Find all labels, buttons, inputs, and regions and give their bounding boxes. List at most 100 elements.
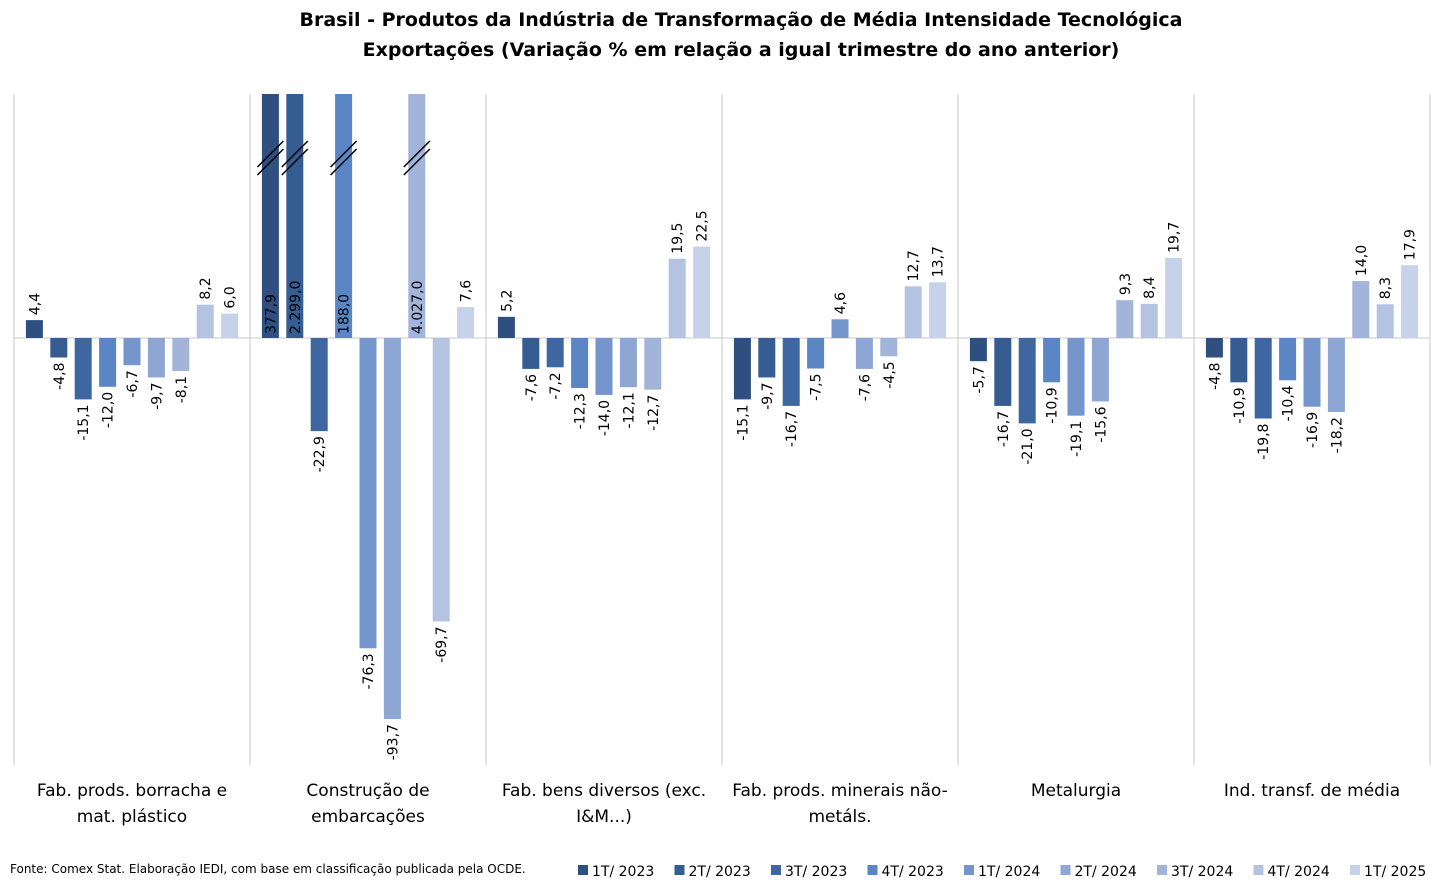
bar (50, 338, 68, 358)
data-label: -10,9 (1045, 387, 1061, 423)
data-label: 17,9 (1403, 229, 1419, 260)
bar (457, 307, 475, 338)
data-label: -22,9 (312, 436, 328, 472)
bar (929, 282, 947, 338)
bar (335, 94, 353, 338)
legend-swatch (1350, 865, 1360, 875)
bar (286, 94, 304, 338)
data-label: -6,7 (125, 370, 141, 397)
data-label: -7,5 (809, 374, 825, 401)
legend-label: 1T/ 2025 (1364, 864, 1426, 880)
data-label: 4,6 (833, 292, 849, 314)
bar (1018, 338, 1036, 424)
bar (1230, 338, 1248, 383)
legend-swatch (771, 865, 781, 875)
data-label: -9,7 (149, 382, 165, 409)
data-label: -19,1 (1069, 421, 1085, 457)
data-label: -21,0 (1020, 428, 1036, 464)
data-label: -15,1 (735, 404, 751, 440)
data-label: -18,2 (1329, 417, 1345, 453)
data-label: 12,7 (906, 250, 922, 281)
data-label: 6,0 (223, 286, 239, 308)
bar (758, 338, 776, 378)
bar (1116, 300, 1134, 338)
bar (807, 338, 825, 369)
data-label: -16,7 (996, 411, 1012, 447)
axis-break (330, 140, 358, 168)
data-label: -7,2 (548, 372, 564, 399)
legend-swatch (867, 865, 878, 875)
data-label: 13,7 (931, 246, 947, 277)
legend-swatch (1157, 865, 1167, 875)
legend-swatch (1060, 865, 1071, 875)
bar (994, 338, 1012, 406)
data-label: 19,7 (1167, 222, 1183, 253)
bar (1279, 338, 1297, 381)
bar (123, 338, 141, 366)
data-label: 8,2 (198, 277, 214, 299)
axis-break (256, 140, 284, 168)
data-label: -93,7 (385, 724, 401, 760)
bar (172, 338, 190, 371)
data-label: 8,4 (1142, 276, 1158, 298)
chart-title: Brasil - Produtos da Indústria de Transf… (299, 9, 1183, 31)
bar (668, 258, 686, 338)
bar (1165, 257, 1183, 338)
data-label: -15,1 (76, 404, 92, 440)
data-label: 4,4 (27, 293, 43, 315)
bar (1303, 338, 1321, 407)
axis-break (403, 140, 431, 168)
bar (432, 338, 450, 622)
legend-label: 2T/ 2023 (689, 864, 751, 880)
data-label: -4,8 (52, 363, 68, 390)
chart-subtitle: Exportações (Variação % em relação a igu… (362, 39, 1120, 61)
bar (880, 338, 898, 357)
data-label: -4,5 (882, 361, 898, 388)
data-label: -14,0 (597, 400, 613, 436)
legend-label: 1T/ 2023 (592, 864, 654, 880)
data-label: -7,6 (857, 374, 873, 401)
bar (644, 338, 662, 390)
data-label: 2.299,0 (288, 281, 304, 334)
bar (1254, 338, 1272, 419)
data-label: -15,6 (1093, 406, 1109, 442)
bar (733, 338, 751, 400)
axis-break (256, 148, 284, 176)
source-note: Fonte: Comex Stat. Elaboração IEDI, com … (10, 862, 526, 876)
data-label: -10,9 (1232, 387, 1248, 423)
legend-label: 3T/ 2023 (785, 864, 847, 880)
bar (408, 94, 426, 338)
bar (1043, 338, 1061, 383)
x-tick-label: Fab. prods. minerais não-metáls. (732, 781, 948, 827)
data-label: -12,0 (101, 392, 117, 428)
bar (969, 338, 987, 362)
data-label: -16,7 (784, 411, 800, 447)
x-tick-label: Ind. transf. de média (1223, 781, 1401, 801)
bar (1327, 338, 1345, 413)
bar (831, 319, 849, 338)
data-label: 5,2 (499, 290, 515, 312)
data-label: -12,1 (621, 392, 637, 428)
data-label: 188,0 (337, 294, 353, 334)
x-tick-label: Metalurgia (1030, 781, 1122, 801)
bar (99, 338, 117, 387)
data-label: -16,9 (1305, 412, 1321, 448)
bar (693, 246, 711, 338)
legend-swatch (1253, 865, 1264, 875)
axis-break (330, 148, 358, 176)
bar (595, 338, 613, 395)
data-label: 14,0 (1354, 245, 1370, 276)
bar (855, 338, 873, 369)
bar (497, 316, 515, 338)
bar (1352, 281, 1370, 338)
data-label: 7,6 (459, 280, 475, 302)
bar (619, 338, 637, 388)
bar (782, 338, 800, 406)
x-tick-label: Construção de embarcações (306, 781, 430, 827)
bar (1401, 265, 1419, 338)
data-label: 4.027,0 (410, 281, 426, 334)
bar (25, 320, 43, 338)
bar (221, 313, 239, 338)
bar (261, 94, 279, 338)
